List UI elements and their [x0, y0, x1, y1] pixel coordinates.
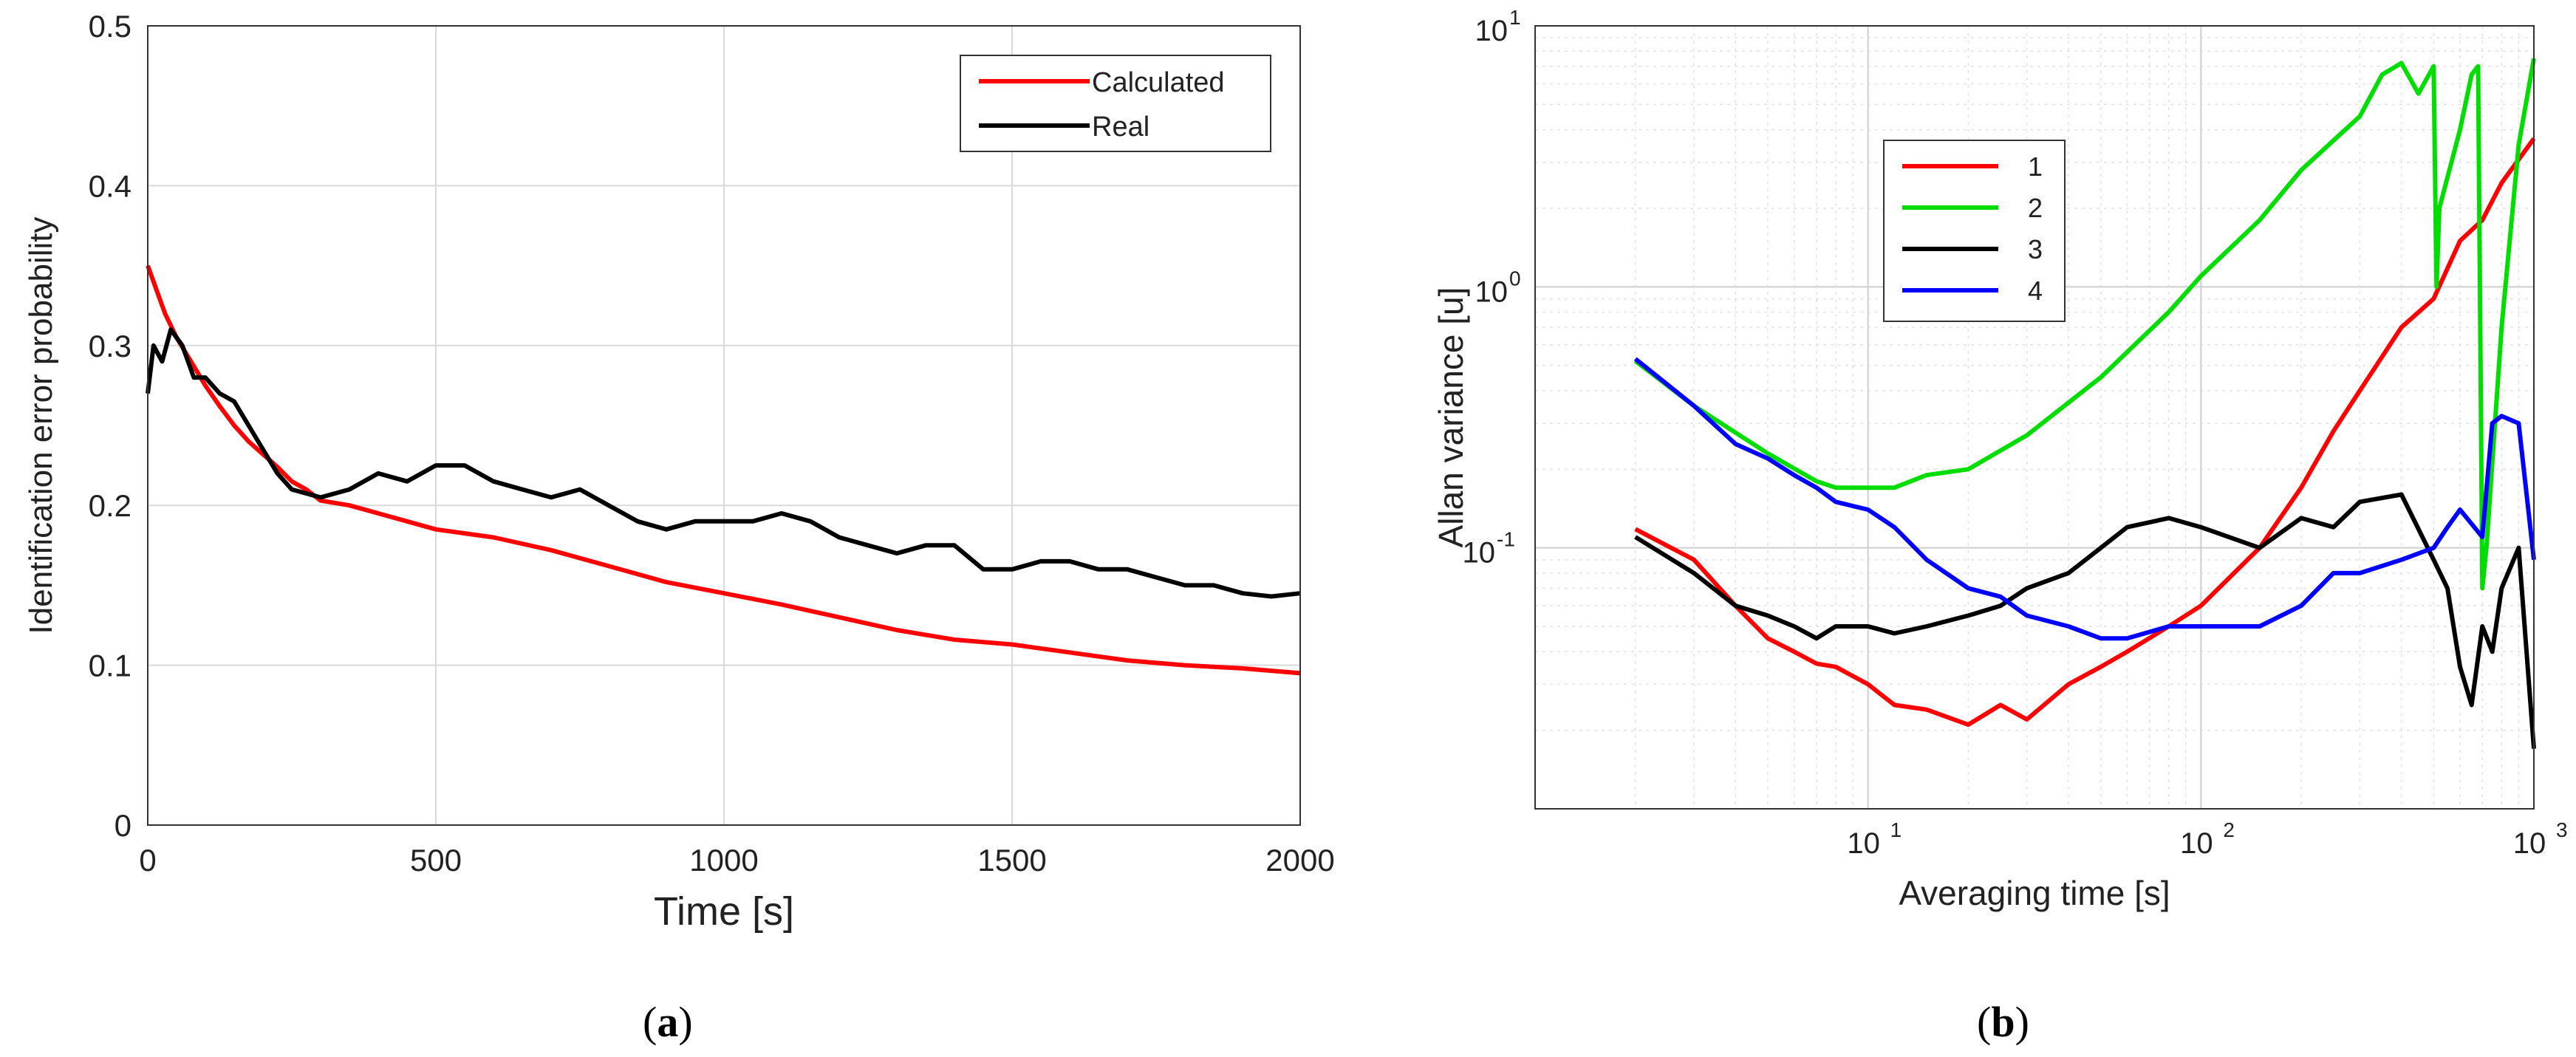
chart-a-series-line-calculated [146, 264, 1301, 676]
chart-b-series-line-2 [1633, 58, 2536, 591]
chart-a-legend-box [960, 55, 1271, 152]
chart-b-x-tick-label: 10 [2513, 827, 2546, 860]
panel-label-a-open: ( [643, 998, 657, 1046]
panel-label-a-close: ) [678, 998, 693, 1046]
legend-label-4: 4 [2028, 276, 2043, 306]
chart-a-y-tick-label: 0.5 [89, 9, 131, 44]
chart-b-y-tick-label: 10 [1463, 537, 1496, 569]
chart-a-legend: Calculated Real [960, 55, 1271, 152]
chart-a-x-axis-label: Time [s] [654, 889, 794, 934]
chart-a-y-tick-label: 0.3 [89, 329, 131, 363]
chart-b-x-tick-label: 10 [2180, 827, 2213, 860]
chart-b-x-tick-exponent: 3 [2556, 818, 2568, 841]
chart-a-y-tick-label: 0 [115, 808, 131, 843]
panel-label-b-letter: b [1991, 998, 2015, 1046]
chart-a-x-tick-label: 2000 [1265, 843, 1334, 878]
chart-b-series-line-1 [1634, 137, 2536, 728]
chart-b-series-line-4 [1633, 357, 2536, 641]
chart-a-series [146, 264, 1301, 676]
chart-a-x-tick-label: 500 [410, 843, 462, 878]
chart-a-x-ticks: 0 500 1000 1500 2000 [139, 843, 1334, 878]
chart-a: 0 500 1000 1500 2000 0 0.1 0.2 0.3 0.4 0.5 Time [… [23, 9, 1335, 934]
legend-label-1: 1 [2028, 151, 2043, 182]
legend-label-real: Real [1092, 112, 1149, 143]
chart-a-frame [147, 25, 1301, 826]
chart-b-x-tick-label: 10 [1847, 827, 1880, 860]
panel-label-b-open: ( [1977, 998, 1992, 1046]
chart-a-series-line-real [146, 327, 1301, 599]
panel-label-a-letter: a [657, 998, 679, 1046]
legend-label-3: 3 [2028, 234, 2043, 264]
chart-b-x-ticks: 10 1 10 2 10 3 [1847, 818, 2567, 860]
chart-b-x-tick-exponent: 2 [2223, 818, 2235, 841]
chart-b-y-tick-exponent: 0 [1509, 267, 1521, 290]
chart-a-y-tick-label: 0.2 [89, 488, 131, 523]
chart-b-series-line-3 [1634, 492, 2536, 749]
chart-a-x-tick-label: 1000 [689, 843, 758, 878]
chart-b-x-tick-exponent: 1 [1890, 818, 1902, 841]
chart-a-x-tick-label: 1500 [977, 843, 1046, 878]
chart-b-y-tick-exponent: -1 [1497, 528, 1515, 551]
chart-a-y-tick-label: 0.1 [89, 649, 131, 683]
chart-b-y-axis-label: Allan variance [u] [1432, 287, 1470, 548]
panel-label-b-close: ) [2015, 998, 2029, 1046]
chart-a-x-tick-label: 0 [139, 843, 156, 878]
chart-b-series [1633, 58, 2536, 749]
chart-b-frame [1534, 25, 2535, 810]
chart-a-y-tick-label: 0.4 [89, 168, 131, 203]
chart-b-y-tick-exponent: 1 [1509, 6, 1521, 29]
legend-label-2: 2 [2028, 193, 2043, 223]
panel-label-a: (a) [643, 997, 693, 1047]
chart-b-legend: 1 2 3 4 [1883, 140, 2066, 322]
chart-b-x-axis-label: Averaging time [s] [1899, 874, 2170, 912]
chart-a-y-axis-label: Identification error probability [23, 217, 59, 634]
legend-label-calculated: Calculated [1092, 67, 1225, 98]
chart-a-y-ticks: 0 0.1 0.2 0.3 0.4 0.5 [89, 9, 131, 843]
panel-label-b: (b) [1977, 997, 2029, 1047]
chart-b-y-tick-label: 10 [1475, 276, 1509, 308]
chart-b-y-tick-label: 10 [1475, 15, 1509, 47]
